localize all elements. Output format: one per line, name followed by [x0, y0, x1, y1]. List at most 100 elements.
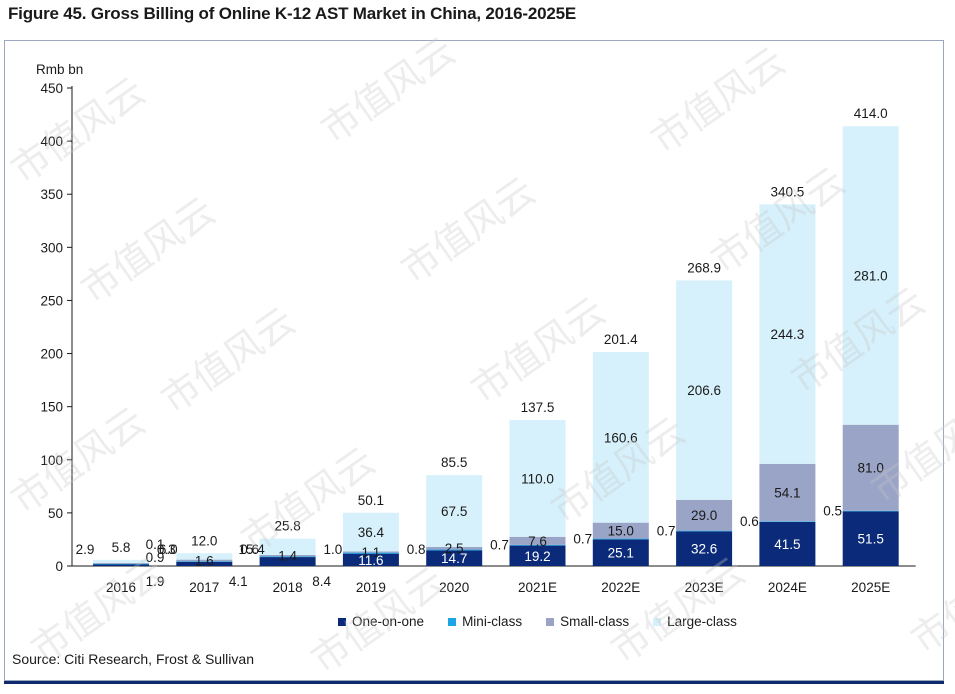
total-label: 137.5 [521, 400, 555, 415]
bar-segment-small-class [676, 499, 733, 531]
bar-segment-one-on-one [342, 553, 399, 566]
legend-swatch [653, 617, 662, 626]
bar-segment-small-class [592, 522, 649, 539]
one-on-one-label: 4.1 [229, 574, 248, 589]
y-tick-label: 200 [40, 347, 63, 362]
bar-segment-large-class [842, 126, 899, 425]
bar-segment-small-class [509, 536, 566, 545]
mini-class-label: 0.6 [240, 542, 259, 557]
y-axis-label: Rmb bn [36, 62, 83, 77]
bar-segment-small-class [842, 424, 899, 511]
bar-segment-large-class [342, 512, 399, 552]
small-class-label: 7.6 [528, 534, 547, 549]
one-on-one-label: 1.9 [146, 574, 165, 589]
legend-swatch [448, 617, 457, 626]
large-class-label: 206.6 [687, 383, 721, 398]
large-class-label: 6.0 [159, 542, 178, 557]
one-on-one-label: 41.5 [774, 537, 800, 552]
mini-class-label: 0.6 [740, 514, 759, 529]
small-class-label: 54.1 [774, 486, 800, 501]
bar-segment-small-class [759, 463, 816, 522]
bar-segment-small-class [259, 554, 316, 557]
mini-class-label: 1.0 [324, 542, 343, 557]
bar-segment-one-on-one [842, 511, 899, 566]
mini-class-label: 0.7 [657, 523, 676, 538]
one-on-one-label: 14.7 [441, 551, 467, 566]
small-class-label: 1.4 [278, 549, 297, 564]
x-tick-label: 2024E [768, 580, 807, 595]
mini-class-label: 0.7 [573, 531, 592, 546]
one-on-one-label: 8.4 [312, 574, 331, 589]
legend-item: Small-class [546, 614, 629, 629]
small-class-label: 1.6 [195, 553, 214, 568]
total-label: 414.0 [854, 106, 888, 121]
legend-item: Mini-class [448, 614, 522, 629]
y-tick-label: 50 [48, 506, 63, 521]
large-class-label: 2.9 [76, 542, 95, 557]
x-tick-label: 2018 [273, 580, 303, 595]
bar-segment-one-on-one [592, 539, 649, 566]
legend-label: Mini-class [462, 614, 523, 629]
x-tick-label: 2023E [685, 580, 724, 595]
y-tick-label: 150 [40, 400, 63, 415]
legend: One-on-one Mini-class Small-class Large-cla… [338, 614, 737, 629]
bar-segment-one-on-one [509, 545, 566, 566]
total-label: 268.9 [687, 260, 721, 275]
one-on-one-label: 51.5 [858, 532, 884, 547]
small-class-label: 1.1 [362, 545, 381, 560]
x-tick-label: 2016 [106, 580, 136, 595]
legend-label: Large-class [667, 614, 737, 629]
total-label: 85.5 [441, 455, 467, 470]
bar-segment-one-on-one [759, 521, 816, 566]
large-class-label: 36.4 [358, 525, 385, 540]
one-on-one-label: 11.6 [358, 553, 383, 568]
total-label: 25.8 [274, 519, 300, 534]
bar-segment-one-on-one [176, 561, 233, 566]
bar-segment-mini-class [676, 530, 733, 532]
bar-segment-mini-class [93, 563, 149, 565]
small-class-label: 29.0 [691, 508, 717, 523]
bar-segment-mini-class [509, 544, 566, 546]
large-class-label: 67.5 [441, 504, 467, 519]
y-tick-label: 100 [40, 453, 63, 468]
x-tick-label: 2022E [601, 580, 640, 595]
mini-class-label: 0.1 [146, 537, 165, 552]
legend-swatch [338, 617, 346, 626]
bar-segment-large-class [592, 352, 649, 523]
mini-class-label: 0.8 [407, 542, 426, 557]
bar-segment-mini-class [342, 552, 399, 554]
y-tick-label: 450 [40, 81, 63, 96]
bar-segment-large-class [676, 280, 733, 500]
bar-segment-one-on-one [676, 531, 733, 566]
y-tick-label: 0 [55, 559, 63, 574]
x-tick-label: 2017 [189, 580, 219, 595]
mini-class-label: 0.5 [823, 503, 842, 518]
bar-segment-small-class [342, 551, 399, 553]
small-class-label: 2.5 [445, 541, 464, 556]
bar-segment-mini-class [426, 549, 483, 551]
bar-segment-large-class [259, 538, 316, 555]
large-class-label: 281.0 [854, 268, 888, 283]
total-label: 5.8 [112, 540, 131, 555]
y-tick-label: 250 [40, 293, 63, 308]
bottom-rule [4, 681, 944, 684]
mini-class-label: 0.7 [490, 538, 509, 553]
x-tick-label: 2021E [518, 580, 557, 595]
large-class-label: 15.4 [238, 542, 265, 557]
bar-segment-small-class [93, 562, 149, 564]
total-label: 201.4 [604, 332, 638, 347]
y-tick-label: 350 [40, 187, 63, 202]
y-tick-label: 400 [40, 134, 63, 149]
large-class-label: 110.0 [521, 471, 554, 486]
small-class-label: 81.0 [858, 461, 884, 476]
total-label: 12.0 [191, 533, 217, 548]
bar-segment-small-class [176, 559, 233, 562]
total-label: 340.5 [771, 184, 805, 199]
bar-segment-mini-class [759, 521, 816, 522]
legend-swatch [546, 617, 555, 626]
x-tick-label: 2020 [439, 580, 469, 595]
one-on-one-label: 32.6 [691, 542, 717, 557]
small-class-label: 15.0 [608, 524, 634, 539]
source-note: Source: Citi Research, Frost & Sullivan [12, 651, 254, 667]
